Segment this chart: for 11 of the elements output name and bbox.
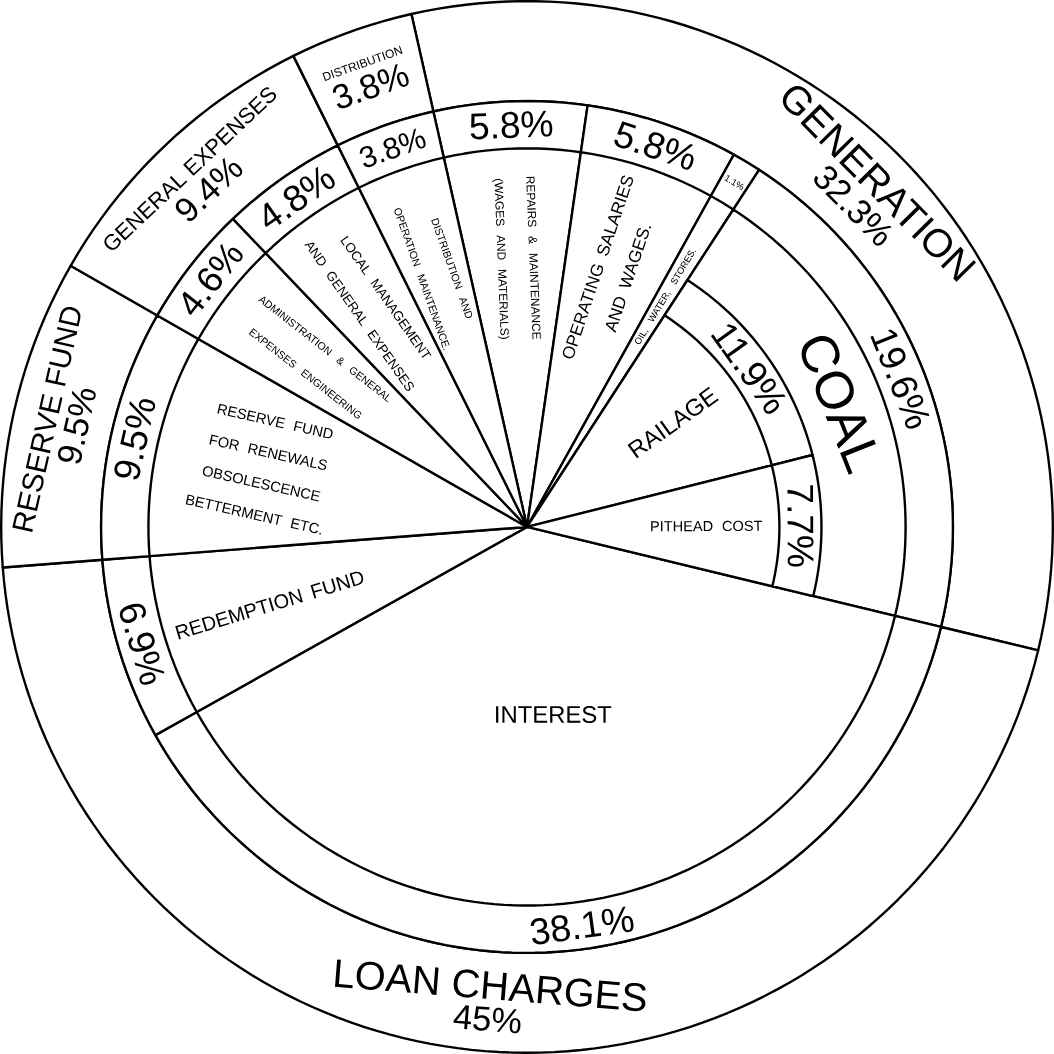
data-label: 1.1%	[724, 175, 744, 190]
data-label: 5.8%	[470, 110, 553, 140]
data-label: 3.8%	[359, 128, 426, 168]
data-label: 7.7%	[787, 485, 814, 567]
slice-label: INTEREST	[496, 706, 612, 723]
category-label: REPAIRS & MAINTENANCE (WAGES AND MATERIALS)	[492, 176, 541, 340]
data-label: 5.8%	[614, 121, 694, 170]
data-label: 6.9%	[119, 603, 165, 685]
slice-label: PITHEAD COST	[651, 520, 763, 532]
data-label: 9.5%	[114, 399, 156, 480]
data-label: 38.1%	[530, 906, 634, 945]
